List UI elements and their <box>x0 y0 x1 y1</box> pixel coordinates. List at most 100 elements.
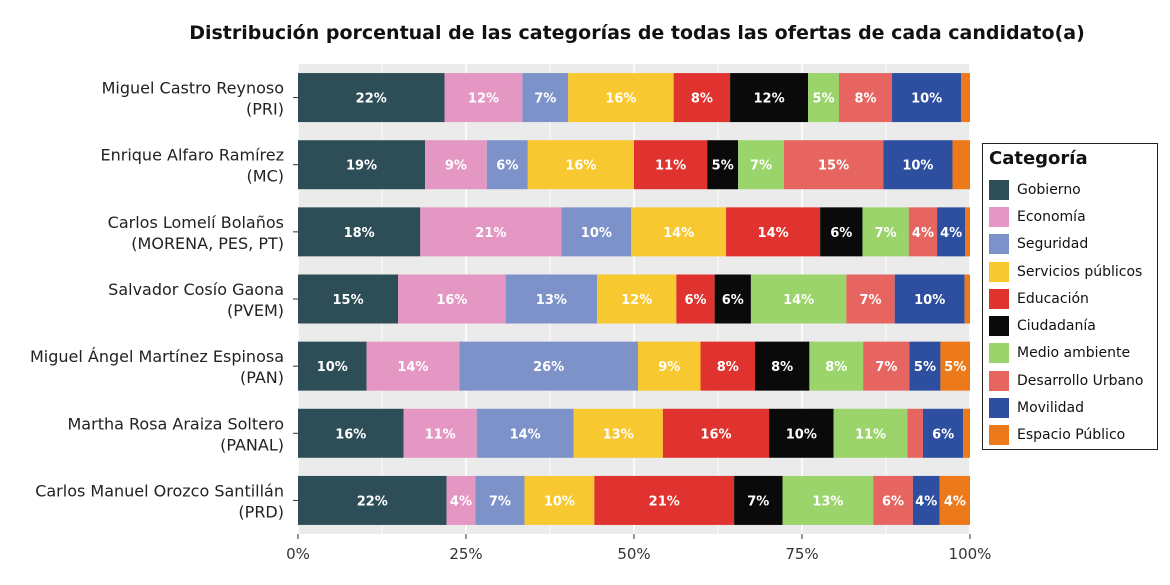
y-tick-label: Miguel Ángel Martínez Espinosa <box>30 347 284 366</box>
y-tick-label: Miguel Castro Reynoso <box>102 79 284 98</box>
bar-segment <box>298 341 367 391</box>
bar-segment <box>700 341 755 391</box>
data-label: 10% <box>317 360 348 375</box>
bar-segment <box>838 73 893 123</box>
bar-segment <box>676 274 715 324</box>
bar-segment <box>862 207 909 257</box>
data-label: 5% <box>712 159 734 174</box>
legend-label: Desarrollo Urbano <box>1017 372 1144 389</box>
legend-swatch <box>989 425 1009 446</box>
data-label: 18% <box>344 226 375 241</box>
legend-label: Ciudadanía <box>1017 318 1096 335</box>
x-tick-label: 0% <box>286 545 310 563</box>
legend-swatch <box>989 261 1009 282</box>
y-tick-label: Carlos Lomelí Bolaños <box>108 213 284 232</box>
legend-swatch <box>989 179 1009 200</box>
data-label: 7% <box>747 494 769 509</box>
data-label: 4% <box>944 494 966 509</box>
legend-swatch <box>989 206 1009 227</box>
data-label: 19% <box>346 159 377 174</box>
data-label: 7% <box>534 92 556 107</box>
data-label: 16% <box>436 293 467 308</box>
legend-items: Gobierno Economía Seguridad Servicios públi… <box>989 176 1151 449</box>
data-label: 4% <box>450 494 472 509</box>
legend-label: Gobierno <box>1017 181 1081 198</box>
data-label: 10% <box>581 226 612 241</box>
bar-segment <box>446 475 476 525</box>
data-label: 21% <box>649 494 680 509</box>
bar-segment <box>809 341 864 391</box>
data-label: 7% <box>875 226 897 241</box>
bar-segment <box>298 408 404 458</box>
data-label: 8% <box>691 92 713 107</box>
bar-segment <box>476 408 574 458</box>
x-tick-label: 75% <box>785 545 818 563</box>
bar-segment <box>922 408 964 458</box>
data-label: 14% <box>783 293 814 308</box>
data-label: 13% <box>812 494 843 509</box>
bar-segment <box>846 274 895 324</box>
bar-segment <box>940 341 970 391</box>
data-label: 6% <box>932 427 954 442</box>
data-label: 8% <box>771 360 793 375</box>
x-axis: 0% 25% 50% 75% 100% <box>286 534 991 563</box>
legend-item: Gobierno <box>989 176 1151 203</box>
bar-segment <box>298 73 445 123</box>
data-label: 6% <box>830 226 852 241</box>
y-tick-label: Martha Rosa Araiza Soltero <box>68 414 285 433</box>
legend-swatch <box>989 343 1009 364</box>
bar-segment <box>873 475 913 525</box>
bar-segment <box>298 475 447 525</box>
legend-swatch <box>989 288 1009 309</box>
bar-segment <box>505 274 598 324</box>
data-label: 4% <box>915 494 937 509</box>
data-label: 22% <box>357 494 388 509</box>
bar-segment <box>561 207 632 257</box>
bar-segment <box>912 475 940 525</box>
x-tick-label: 50% <box>617 545 650 563</box>
chart-title: Distribución porcentual de las categoría… <box>189 22 1085 44</box>
bar-segment <box>782 475 874 525</box>
y-tick-label: Enrique Alfaro Ramírez <box>101 146 285 165</box>
bar-segment <box>734 475 783 525</box>
bar-segment <box>952 140 970 190</box>
legend-item: Educación <box>989 285 1151 312</box>
data-label: 15% <box>333 293 364 308</box>
legend-item: Desarrollo Urbano <box>989 367 1151 394</box>
data-label: 9% <box>658 360 680 375</box>
legend-swatch <box>989 398 1009 419</box>
data-label: 10% <box>544 494 575 509</box>
legend: Categoría Gobierno Economía Seguridad Servi… <box>982 143 1158 450</box>
legend-item: Seguridad <box>989 231 1151 258</box>
data-label: 4% <box>940 226 962 241</box>
data-label: 7% <box>875 360 897 375</box>
bar-segment <box>965 207 970 257</box>
data-label: 14% <box>663 226 694 241</box>
data-label: 12% <box>754 92 785 107</box>
bar-segment <box>298 207 421 257</box>
bar-segment <box>939 475 970 525</box>
data-label: 7% <box>750 159 772 174</box>
data-label: 11% <box>425 427 456 442</box>
data-label: 10% <box>902 159 933 174</box>
bar-segment <box>475 475 525 525</box>
data-label: 11% <box>855 427 886 442</box>
bar-segment <box>486 140 528 190</box>
data-label: 14% <box>397 360 428 375</box>
bar-segment <box>638 341 701 391</box>
data-label: 12% <box>621 293 652 308</box>
data-label: 10% <box>911 92 942 107</box>
bar-segment <box>961 73 970 123</box>
bar-segment <box>398 274 506 324</box>
data-label: 4% <box>912 226 934 241</box>
data-label: 10% <box>914 293 945 308</box>
data-label: 15% <box>818 159 849 174</box>
legend-item: Espacio Público <box>989 422 1151 449</box>
y-tick-label-party: (MC) <box>247 167 284 186</box>
legend-swatch <box>989 316 1009 337</box>
y-tick-label-party: (PAN) <box>240 368 284 387</box>
bar-segment <box>634 140 708 190</box>
bar-segment <box>908 207 938 257</box>
